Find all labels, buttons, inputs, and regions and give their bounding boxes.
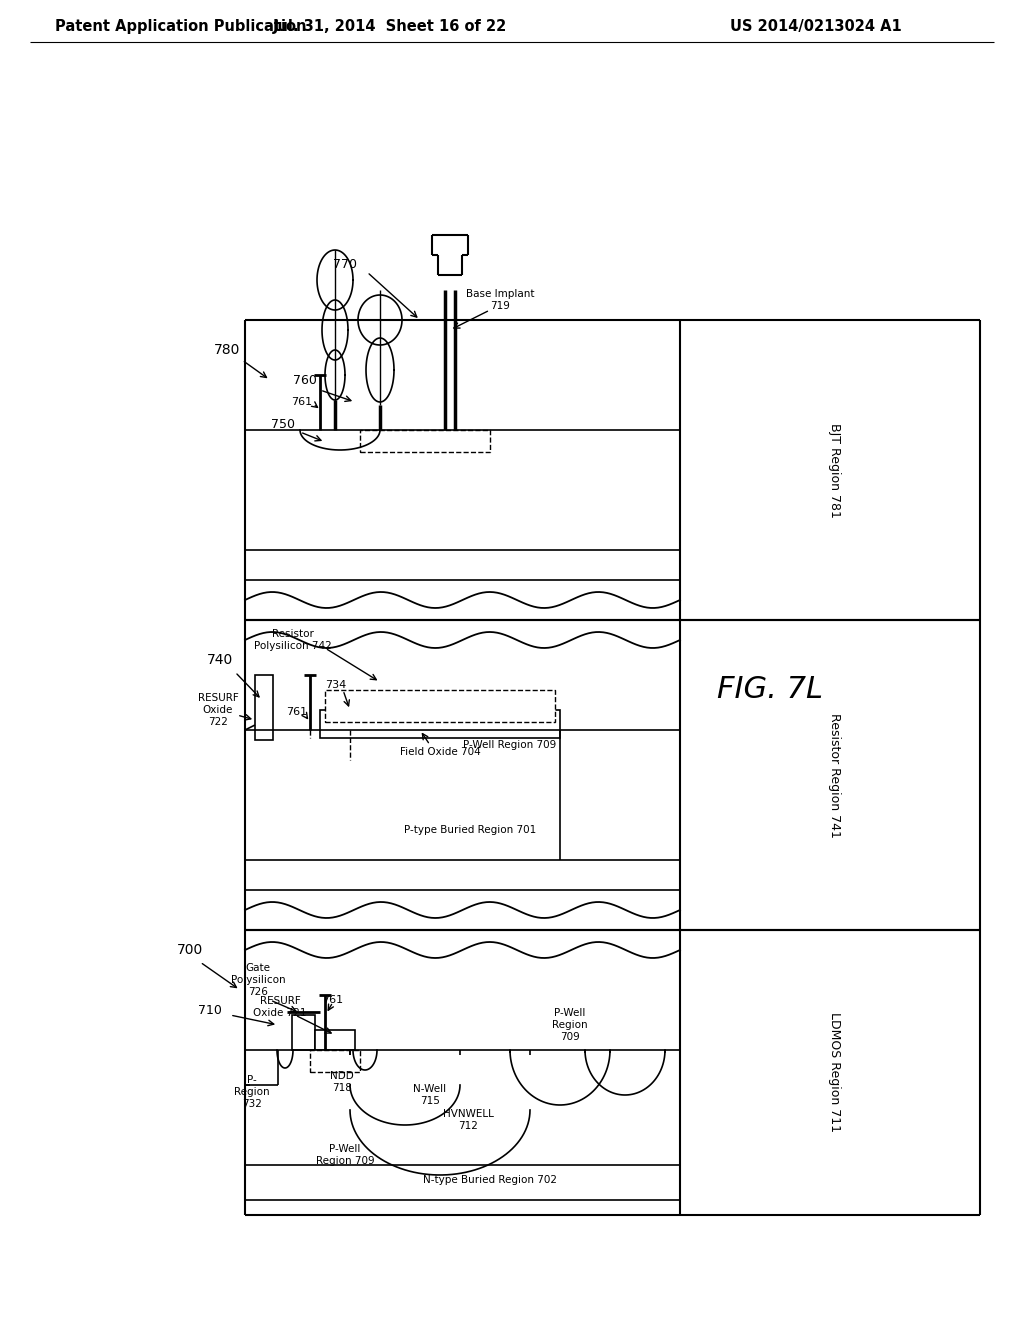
Text: 710: 710: [198, 1003, 222, 1016]
Text: P-
Region
732: P- Region 732: [234, 1076, 269, 1109]
Text: BJT Region 781: BJT Region 781: [828, 422, 842, 517]
Text: Gate
Polysilicon
726: Gate Polysilicon 726: [230, 964, 286, 997]
Text: N-type Buried Region 702: N-type Buried Region 702: [423, 1175, 557, 1185]
Text: LDMOS Region 711: LDMOS Region 711: [828, 1012, 842, 1133]
Text: HVNWELL
712: HVNWELL 712: [442, 1109, 494, 1131]
Text: 780: 780: [214, 343, 241, 356]
Text: Jul. 31, 2014  Sheet 16 of 22: Jul. 31, 2014 Sheet 16 of 22: [272, 20, 507, 34]
Text: 770: 770: [333, 259, 357, 272]
Text: Base Implant
719: Base Implant 719: [466, 289, 535, 310]
Bar: [315, 1030, 355, 1049]
Bar: [255, 675, 273, 741]
Text: Resistor
Polysilicon 742: Resistor Polysilicon 742: [254, 630, 332, 651]
Text: 760: 760: [293, 374, 317, 387]
Bar: [310, 1049, 360, 1072]
Bar: [292, 1015, 315, 1049]
Text: P-Well
Region
709: P-Well Region 709: [552, 1008, 588, 1041]
Text: 761: 761: [287, 708, 307, 717]
Text: 734: 734: [326, 680, 347, 690]
Text: Resistor Region 741: Resistor Region 741: [828, 713, 842, 837]
Text: P-type Buried Region 701: P-type Buried Region 701: [403, 825, 537, 836]
Text: Field Oxide 704: Field Oxide 704: [399, 747, 480, 756]
Text: 700: 700: [177, 942, 203, 957]
Text: US 2014/0213024 A1: US 2014/0213024 A1: [730, 20, 902, 34]
Bar: [325, 690, 555, 722]
Text: RESURF
Oxide
722: RESURF Oxide 722: [198, 693, 239, 726]
Text: 761: 761: [292, 397, 312, 407]
Text: NDD
718: NDD 718: [330, 1072, 354, 1093]
Text: P-Well Region 709: P-Well Region 709: [464, 741, 557, 750]
Bar: [360, 430, 490, 451]
Text: FIG. 7L: FIG. 7L: [717, 676, 823, 705]
Text: P-Well
Region 709: P-Well Region 709: [315, 1144, 375, 1166]
Text: Patent Application Publication: Patent Application Publication: [55, 20, 306, 34]
Text: 761: 761: [322, 995, 343, 1005]
Text: 740: 740: [207, 653, 233, 667]
Text: 750: 750: [271, 418, 295, 432]
Bar: [319, 710, 560, 738]
Text: RESURF
Oxide 721: RESURF Oxide 721: [253, 997, 307, 1018]
Text: N-Well
715: N-Well 715: [414, 1084, 446, 1106]
